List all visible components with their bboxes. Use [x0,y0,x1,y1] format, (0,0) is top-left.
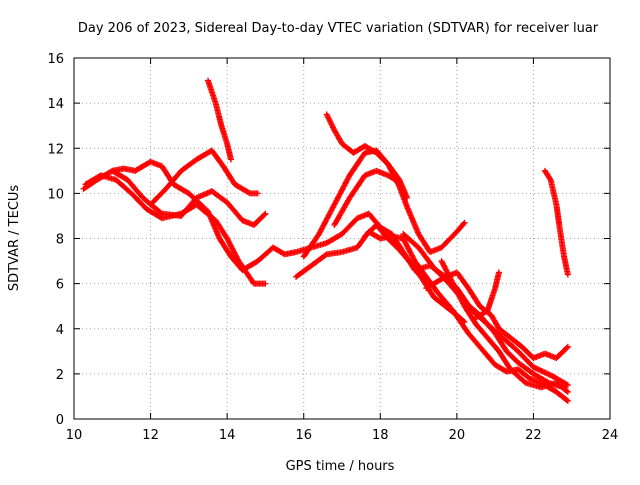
data-point [460,220,467,227]
series-track-12 [423,269,571,362]
data-point [261,211,268,218]
data-point [563,381,570,388]
x-tick-label: 18 [372,428,389,443]
data-point [461,318,468,325]
data-point [262,280,269,287]
data-point [461,219,468,226]
series-track-3 [109,167,269,228]
data-point [495,269,502,276]
grid [74,58,610,419]
series-track-13 [438,258,571,395]
x-tick-label: 16 [295,428,312,443]
y-tick-label: 8 [56,233,64,248]
data-point [563,397,570,404]
data-point [564,388,571,395]
x-tick-label: 20 [449,428,466,443]
series-track-14 [473,269,502,321]
y-tick-label: 12 [47,142,64,157]
x-tick-label: 10 [66,428,83,443]
data-point [546,175,553,182]
data-point [563,344,570,351]
data-point [227,156,234,163]
series-track-9 [331,167,403,228]
data-point [157,209,164,216]
series-track-7 [300,147,468,260]
data-point [254,190,261,197]
data-point [460,318,467,325]
y-tick-label: 14 [47,97,64,112]
data-point [395,178,402,185]
data-point [564,382,571,389]
series-track-15 [541,167,571,278]
data-point [322,252,329,259]
data-point [564,271,571,278]
series-track-5 [205,77,234,163]
data-point [404,194,411,201]
series-track-4 [147,147,261,208]
series-track-6 [293,228,571,404]
plot-frame [73,57,611,420]
data-point [396,179,403,186]
y-tick-label: 16 [47,52,64,67]
data-point [262,210,269,217]
data-point [563,388,570,395]
data-series [80,77,571,404]
y-tick-label: 2 [56,368,64,383]
series-track-1 [80,158,571,389]
chart-title: Day 206 of 2023, Sidereal Day-to-day VTE… [78,21,599,36]
x-tick-label: 24 [602,428,619,443]
x-tick-label: 14 [219,428,236,443]
data-point [245,189,252,196]
y-axis-label: SDTVAR / TECUs [7,185,22,292]
data-point [564,343,571,350]
y-tick-label: 0 [56,413,64,428]
data-point [564,397,571,404]
x-axis-label: GPS time / hours [286,459,395,474]
series-track-10 [361,221,468,325]
x-tick-label: 22 [525,428,542,443]
x-tick-label: 12 [142,428,159,443]
y-tick-label: 4 [56,323,64,338]
y-tick-label: 6 [56,278,64,293]
series-track-2 [82,172,269,287]
y-tick-label: 10 [47,187,64,202]
